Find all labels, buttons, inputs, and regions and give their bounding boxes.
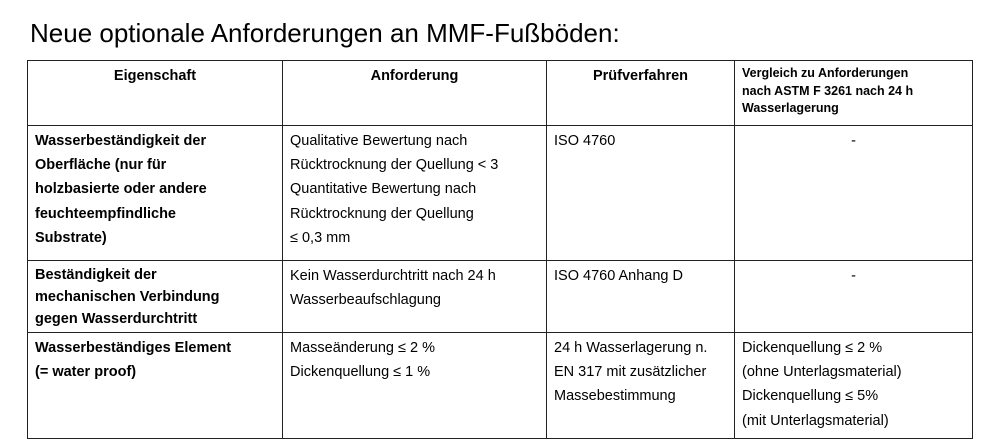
cell-text: Wasserbeständigkeit der (35, 133, 207, 149)
cell-text: ≤ 0,3 mm (290, 229, 351, 246)
header-text: Vergleich zu Anforderungen (742, 66, 909, 80)
cell-text: Dickenquellung ≤ 2 % (742, 340, 883, 356)
table-row: Beständigkeit der mechanischen Verbindun… (27, 260, 973, 333)
header-text: Eigenschaft (113, 68, 197, 84)
cell-text: Kein Wasserdurchtritt nach 24 h (290, 268, 496, 284)
cell-vergleich: - (734, 125, 973, 261)
header-vergleich: Vergleich zu Anforderungen nach ASTM F 3… (734, 60, 973, 126)
cell-text: Qualitative Bewertung nach (290, 133, 468, 149)
cell-text: (mit Unterlagsmaterial) (742, 412, 889, 429)
cell-eigenschaft: Wasserbeständiges Element (= water proof… (27, 332, 283, 439)
cell-text: feuchteempfindliche (35, 205, 176, 222)
cell-text: Wasserbeständiges Element (35, 340, 232, 356)
table-row: Wasserbeständigkeit der Oberfläche (nur … (27, 125, 973, 261)
cell-text: EN 317 mit zusätzlicher (554, 364, 707, 381)
cell-text: - (851, 268, 856, 284)
header-text: nach ASTM F 3261 nach 24 h (742, 83, 914, 98)
cell-text: Substrate) (35, 229, 107, 246)
header-eigenschaft: Eigenschaft (27, 60, 283, 126)
cell-eigenschaft: Beständigkeit der mechanischen Verbindun… (27, 260, 283, 333)
cell-text: Rücktrocknung der Quellung (290, 205, 474, 222)
cell-text: Dickenquellung ≤ 1 % (290, 364, 431, 381)
cell-text: ISO 4760 (554, 133, 616, 149)
cell-text: - (851, 133, 856, 149)
cell-anforderung: Masseänderung ≤ 2 % Dickenquellung ≤ 1 % (282, 332, 547, 439)
cell-vergleich: - (734, 260, 973, 333)
cell-anforderung: Kein Wasserdurchtritt nach 24 h Wasserbe… (282, 260, 547, 333)
cell-pruefverfahren: ISO 4760 (546, 125, 735, 261)
cell-pruefverfahren: ISO 4760 Anhang D (546, 260, 735, 333)
cell-text: Quantitative Bewertung nach (290, 181, 477, 198)
cell-text: Massebestimmung (554, 388, 676, 405)
cell-text: 24 h Wasserlagerung n. (554, 340, 708, 356)
cell-anforderung: Qualitative Bewertung nach Rücktrocknung… (282, 125, 547, 261)
cell-text: gegen Wasserdurchtritt (35, 311, 198, 327)
cell-text: Dickenquellung ≤ 5% (742, 388, 879, 405)
cell-text: (= water proof) (35, 364, 137, 381)
header-text: Anforderung (370, 68, 459, 84)
cell-text: Rücktrocknung der Quellung < 3 (290, 157, 499, 174)
cell-text: (ohne Unterlagsmaterial) (742, 364, 902, 381)
cell-text: holzbasierte oder andere (35, 181, 207, 198)
cell-text: Masseänderung ≤ 2 % (290, 340, 435, 356)
cell-text: Oberfläche (nur für (35, 157, 167, 174)
cell-pruefverfahren: 24 h Wasserlagerung n. EN 317 mit zusätz… (546, 332, 735, 439)
table-header-row: Eigenschaft Anforderung Prüfverfahren Ve… (27, 60, 973, 126)
header-text: Wasserlagerung (742, 101, 839, 115)
cell-vergleich: Dickenquellung ≤ 2 % (ohne Unterlagsmate… (734, 332, 973, 439)
cell-text: mechanischen Verbindung (35, 289, 220, 305)
table-row: Wasserbeständiges Element (= water proof… (27, 332, 973, 439)
header-anforderung: Anforderung (282, 60, 547, 126)
cell-text: Beständigkeit der (35, 267, 157, 283)
cell-text: Wasserbeaufschlagung (290, 292, 441, 309)
header-pruefverfahren: Prüfverfahren (546, 60, 735, 126)
page-title: Neue optionale Anforderungen an MMF-Fußb… (30, 18, 620, 48)
cell-text: ISO 4760 Anhang D (554, 268, 683, 284)
cell-eigenschaft: Wasserbeständigkeit der Oberfläche (nur … (27, 125, 283, 261)
header-text: Prüfverfahren (592, 68, 689, 84)
requirements-table: Eigenschaft Anforderung Prüfverfahren Ve… (27, 60, 973, 439)
